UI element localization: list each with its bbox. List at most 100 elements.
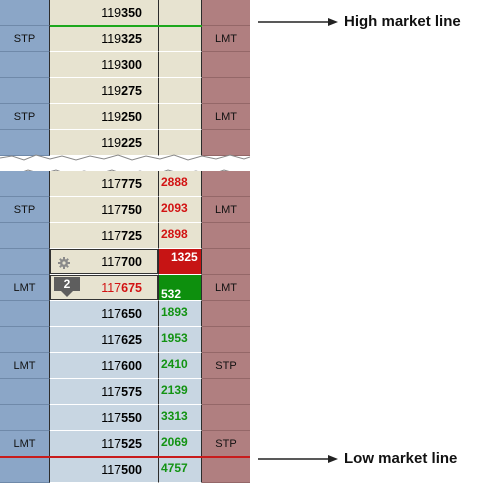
price-cell[interactable]: 117550 <box>50 405 158 431</box>
order-type-label: LMT <box>215 204 237 216</box>
stop-limit-cell-buy[interactable]: STP <box>0 197 50 223</box>
price-suffix: 250 <box>121 110 142 124</box>
stop-limit-cell-sell[interactable]: STP <box>202 353 250 379</box>
stop-limit-cell-buy[interactable] <box>0 301 50 327</box>
stop-limit-cell-buy[interactable] <box>0 78 50 104</box>
order-type-label: STP <box>215 438 237 450</box>
volume-value: 2093 <box>161 201 188 215</box>
stop-limit-cell-buy[interactable]: LMT <box>0 275 50 301</box>
stop-limit-cell-sell[interactable]: STP <box>202 431 250 457</box>
price-cell[interactable]: 117625 <box>50 327 158 353</box>
price-cell[interactable]: 117575 <box>50 379 158 405</box>
volume-value: 1893 <box>161 305 188 319</box>
ladder-row: 117700 1325 <box>0 249 250 275</box>
stop-limit-cell-buy[interactable] <box>0 457 50 483</box>
price-suffix: 550 <box>121 411 142 425</box>
stop-limit-cell-sell[interactable] <box>202 249 250 275</box>
price-cell[interactable]: 117525 <box>50 431 158 457</box>
price-cell[interactable]: 117775 <box>50 171 158 197</box>
price-cell[interactable]: 119225 <box>50 130 158 156</box>
volume-cell <box>158 0 202 26</box>
stop-limit-cell-sell[interactable]: LMT <box>202 104 250 130</box>
stop-limit-cell-buy[interactable] <box>0 327 50 353</box>
volume-cell <box>158 52 202 78</box>
ladder-row: 117650 1893 <box>0 301 250 327</box>
stop-limit-cell-sell[interactable]: LMT <box>202 197 250 223</box>
high-market-callout: High market line <box>258 13 461 30</box>
stop-limit-cell-buy[interactable] <box>0 379 50 405</box>
stop-limit-cell-sell[interactable]: LMT <box>202 26 250 52</box>
gear-icon[interactable] <box>58 256 70 269</box>
price-value: 117675 <box>101 275 142 301</box>
stop-limit-cell-buy[interactable]: STP <box>0 104 50 130</box>
volume-value: 1953 <box>161 331 188 345</box>
price-cell[interactable]: 117700 <box>50 249 158 275</box>
price-cell[interactable]: 119325 <box>50 26 158 52</box>
stop-limit-cell-sell[interactable] <box>202 130 250 156</box>
price-value: 117725 <box>101 223 142 249</box>
price-value: 117700 <box>101 249 142 275</box>
price-prefix: 119 <box>101 136 122 150</box>
volume-cell: 2898 <box>158 223 202 249</box>
stop-limit-cell-buy[interactable]: LMT <box>0 431 50 457</box>
position-quantity-badge[interactable]: 2 <box>54 277 80 291</box>
low-market-label: Low market line <box>344 450 458 467</box>
stop-limit-cell-sell[interactable] <box>202 405 250 431</box>
price-cell[interactable]: 117675 2 <box>50 275 158 301</box>
stop-limit-cell-sell[interactable] <box>202 0 250 26</box>
price-cell[interactable]: 117650 <box>50 301 158 327</box>
price-cell[interactable]: 117600 <box>50 353 158 379</box>
stop-limit-cell-buy[interactable] <box>0 130 50 156</box>
stop-limit-cell-buy[interactable]: LMT <box>0 353 50 379</box>
price-suffix: 750 <box>121 203 142 217</box>
price-prefix: 117 <box>101 307 122 321</box>
volume-value: 2410 <box>161 357 188 371</box>
stop-limit-cell-buy[interactable] <box>0 223 50 249</box>
price-suffix: 575 <box>121 385 142 399</box>
order-type-label: LMT <box>215 33 237 45</box>
stop-limit-cell-sell[interactable] <box>202 78 250 104</box>
price-cell[interactable]: 119250 <box>50 104 158 130</box>
stop-limit-cell-sell[interactable] <box>202 301 250 327</box>
volume-cell: 1953 <box>158 327 202 353</box>
ladder-row: 117550 3313 <box>0 405 250 431</box>
price-cell[interactable]: 119300 <box>50 52 158 78</box>
price-value: 117525 <box>101 431 142 457</box>
stop-limit-cell-buy[interactable] <box>0 405 50 431</box>
price-suffix: 675 <box>121 281 142 295</box>
stop-limit-cell-buy[interactable]: STP <box>0 26 50 52</box>
price-prefix: 117 <box>101 437 122 451</box>
price-prefix: 117 <box>101 255 122 269</box>
price-value: 117625 <box>101 327 142 353</box>
stop-limit-cell-buy[interactable] <box>0 249 50 275</box>
stop-limit-cell-sell[interactable] <box>202 171 250 197</box>
stop-limit-cell-sell[interactable] <box>202 379 250 405</box>
price-prefix: 117 <box>101 203 122 217</box>
price-value: 117750 <box>101 197 142 223</box>
price-cell[interactable]: 117750 <box>50 197 158 223</box>
volume-cell: 532 <box>158 275 202 301</box>
order-type-label: LMT <box>13 282 36 294</box>
volume-value: 2898 <box>161 227 188 241</box>
ladder-row: 119300 <box>0 52 250 78</box>
volume-cell: 2888 <box>158 171 202 197</box>
low-market-line <box>0 456 250 458</box>
stop-limit-cell-buy[interactable] <box>0 171 50 197</box>
price-cell[interactable]: 117500 <box>50 457 158 483</box>
stop-limit-cell-sell[interactable] <box>202 223 250 249</box>
price-ladder-upper: 119350 STP 119325 LMT 119300 119275 STP 119250 L… <box>0 0 250 158</box>
position-down-arrow-icon <box>61 291 73 297</box>
price-cell[interactable]: 117725 <box>50 223 158 249</box>
stop-limit-cell-sell[interactable] <box>202 327 250 353</box>
stop-limit-cell-sell[interactable] <box>202 457 250 483</box>
price-ladder-lower: 117775 2888 STP 117750 2093 LMT 117725 2898 1177… <box>0 171 250 483</box>
price-cell[interactable]: 119275 <box>50 78 158 104</box>
stop-limit-cell-sell[interactable]: LMT <box>202 275 250 301</box>
stop-limit-cell-sell[interactable] <box>202 52 250 78</box>
price-cell[interactable]: 119350 <box>50 0 158 26</box>
price-prefix: 117 <box>101 411 122 425</box>
price-value: 119325 <box>101 26 142 52</box>
stop-limit-cell-buy[interactable] <box>0 52 50 78</box>
price-value: 117600 <box>101 353 142 379</box>
stop-limit-cell-buy[interactable] <box>0 0 50 26</box>
